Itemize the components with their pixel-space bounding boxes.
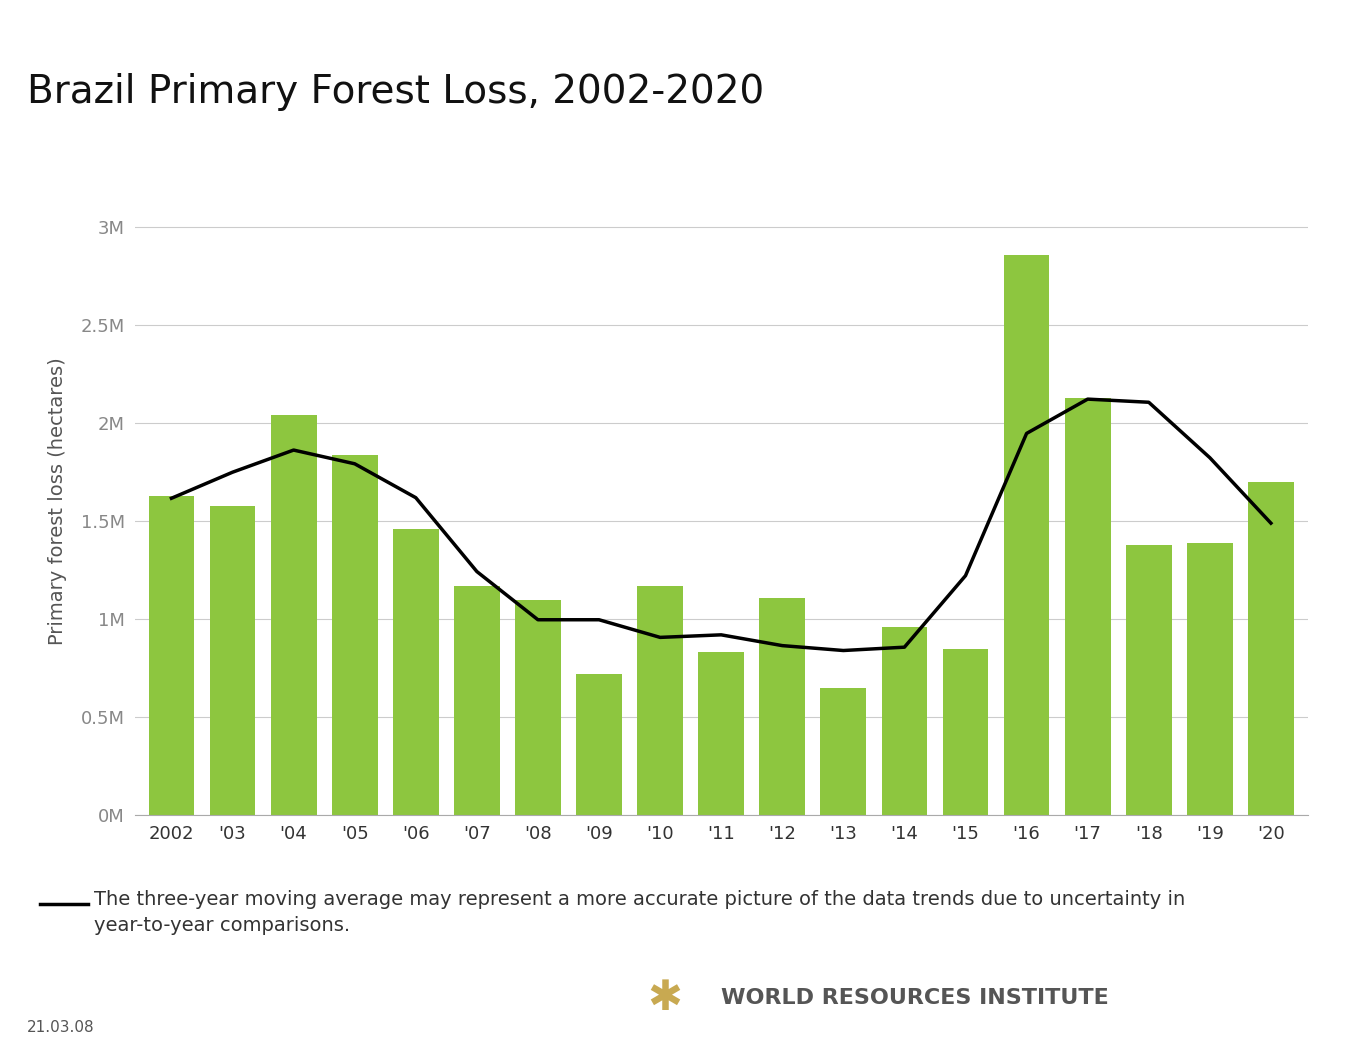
Y-axis label: Primary forest loss (hectares): Primary forest loss (hectares) bbox=[49, 357, 67, 646]
Bar bbox=[1126, 544, 1171, 815]
Bar bbox=[942, 649, 988, 815]
Bar bbox=[821, 688, 867, 815]
Bar bbox=[1188, 542, 1232, 815]
Bar bbox=[698, 652, 744, 815]
Text: GLOBAL
FOREST
WATCH: GLOBAL FOREST WATCH bbox=[538, 978, 594, 1023]
Bar bbox=[1004, 255, 1050, 815]
Text: ✱: ✱ bbox=[647, 977, 682, 1019]
Bar bbox=[454, 586, 500, 815]
Bar bbox=[1248, 482, 1294, 815]
Bar bbox=[638, 586, 683, 815]
Text: WORLD RESOURCES INSTITUTE: WORLD RESOURCES INSTITUTE bbox=[721, 988, 1109, 1008]
Text: year-to-year comparisons.: year-to-year comparisons. bbox=[94, 916, 350, 935]
Bar bbox=[210, 506, 255, 815]
Text: 21.03.08: 21.03.08 bbox=[27, 1020, 94, 1035]
Bar bbox=[576, 674, 621, 815]
Bar bbox=[271, 415, 317, 815]
Bar bbox=[1065, 398, 1111, 815]
Bar bbox=[515, 600, 561, 815]
Text: Brazil Primary Forest Loss, 2002-2020: Brazil Primary Forest Loss, 2002-2020 bbox=[27, 73, 764, 111]
Bar bbox=[392, 529, 438, 815]
Bar bbox=[148, 495, 194, 815]
Text: The three-year moving average may represent a more accurate picture of the data : The three-year moving average may repres… bbox=[94, 890, 1186, 909]
Bar bbox=[882, 627, 927, 815]
Bar bbox=[759, 598, 805, 815]
Bar bbox=[332, 455, 377, 815]
